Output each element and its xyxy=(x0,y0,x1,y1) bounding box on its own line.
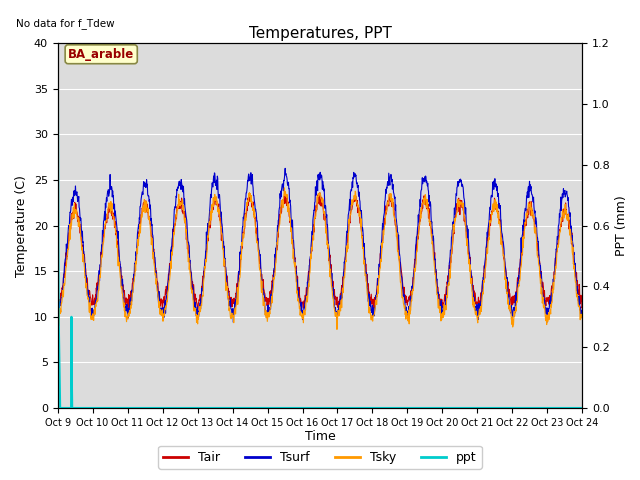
Tsurf xyxy=(517,251,525,256)
Tair xyxy=(194,312,202,317)
Line: Tsky: Tsky xyxy=(58,188,582,329)
Tair xyxy=(470,297,478,302)
Tsurf xyxy=(229,306,237,312)
ppt xyxy=(54,71,61,76)
Title: Temperatures, PPT: Temperatures, PPT xyxy=(248,25,392,41)
ppt xyxy=(579,405,586,411)
Tsurf xyxy=(470,297,478,303)
Line: ppt: ppt xyxy=(58,73,582,408)
ppt xyxy=(56,405,64,411)
Tsurf xyxy=(170,206,178,212)
Tsky xyxy=(333,326,340,332)
ppt xyxy=(516,405,524,411)
Tsky xyxy=(54,306,61,312)
Tair xyxy=(230,300,237,306)
Tsky xyxy=(280,185,288,191)
Tsky xyxy=(229,314,237,320)
Tsurf xyxy=(54,319,61,325)
Tair xyxy=(579,303,586,309)
ppt xyxy=(158,405,166,411)
Tair xyxy=(316,190,324,196)
Tsky xyxy=(579,310,586,316)
Line: Tair: Tair xyxy=(58,193,582,314)
Tair xyxy=(517,262,525,268)
Tair xyxy=(157,300,165,305)
Tsky xyxy=(470,307,478,312)
Tsurf xyxy=(579,311,586,316)
Y-axis label: PPT (mm): PPT (mm) xyxy=(616,195,628,256)
ppt xyxy=(402,405,410,411)
Text: BA_arable: BA_arable xyxy=(68,48,134,61)
Tsky xyxy=(157,313,165,319)
Tsurf xyxy=(402,310,410,316)
Tsky xyxy=(170,231,178,237)
Tsky xyxy=(402,316,410,322)
ppt xyxy=(230,405,237,411)
X-axis label: Time: Time xyxy=(305,431,335,444)
Line: Tsurf: Tsurf xyxy=(58,168,582,323)
Tair xyxy=(170,222,178,228)
Tair xyxy=(54,294,61,300)
Tsurf xyxy=(230,320,237,325)
ppt xyxy=(470,405,478,411)
Text: No data for f_Tdew: No data for f_Tdew xyxy=(15,18,115,29)
Tsurf xyxy=(282,166,289,171)
Tsurf xyxy=(157,308,165,313)
Y-axis label: Temperature (C): Temperature (C) xyxy=(15,175,28,276)
Tair xyxy=(402,300,410,306)
Legend: Tair, Tsurf, Tsky, ppt: Tair, Tsurf, Tsky, ppt xyxy=(158,446,482,469)
Tsky xyxy=(517,265,525,271)
ppt xyxy=(171,405,179,411)
